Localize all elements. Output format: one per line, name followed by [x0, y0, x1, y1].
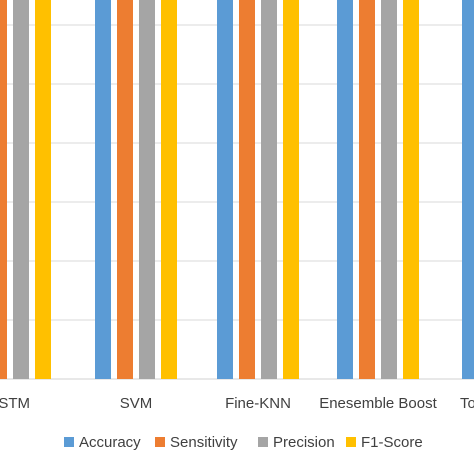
bar-accuracy-to: [462, 0, 474, 380]
x-tick-label: Fine-KNN: [225, 395, 291, 412]
bar-f1-score-fine-knn: [283, 0, 299, 380]
bar-f1-score-lstm: [35, 0, 51, 380]
bar-f1-score-svm: [161, 0, 177, 380]
legend-swatch: [258, 437, 268, 447]
legend-swatch: [155, 437, 165, 447]
legend-item-f1-score: F1-Score: [346, 434, 423, 451]
legend: Accuracy Sensitivity Precision F1-Score: [64, 434, 423, 451]
bar-accuracy-enesemble-boost: [337, 0, 353, 379]
legend-label: Accuracy: [79, 434, 141, 451]
legend-swatch: [64, 437, 74, 447]
x-tick-label: STM: [0, 395, 30, 412]
bars: [0, 0, 474, 380]
x-axis: STM SVM Fine-KNN Enesemble Boost To: [0, 395, 474, 412]
legend-label: F1-Score: [361, 434, 423, 451]
bar-sensitivity-svm: [117, 0, 133, 379]
legend-item-accuracy: Accuracy: [64, 434, 141, 451]
bar-precision-lstm: [13, 0, 29, 379]
legend-swatch: [346, 437, 356, 447]
bar-f1-score-enesemble-boost: [403, 0, 419, 380]
bar-accuracy-svm: [95, 0, 111, 379]
bar-sensitivity-fine-knn: [239, 0, 255, 379]
x-tick-label: SVM: [120, 395, 153, 412]
legend-label: Sensitivity: [170, 434, 238, 451]
gridlines: [0, 24, 474, 380]
bar-sensitivity-lstm: [0, 0, 7, 380]
x-tick-label: To: [460, 395, 474, 412]
bar-precision-svm: [139, 0, 155, 379]
legend-item-sensitivity: Sensitivity: [155, 434, 238, 451]
bar-sensitivity-enesemble-boost: [359, 0, 375, 379]
bar-accuracy-fine-knn: [217, 0, 233, 379]
bar-precision-fine-knn: [261, 0, 277, 379]
x-tick-label: Enesemble Boost: [319, 395, 437, 412]
legend-label: Precision: [273, 434, 335, 451]
legend-item-precision: Precision: [258, 434, 335, 451]
bar-precision-enesemble-boost: [381, 0, 397, 379]
